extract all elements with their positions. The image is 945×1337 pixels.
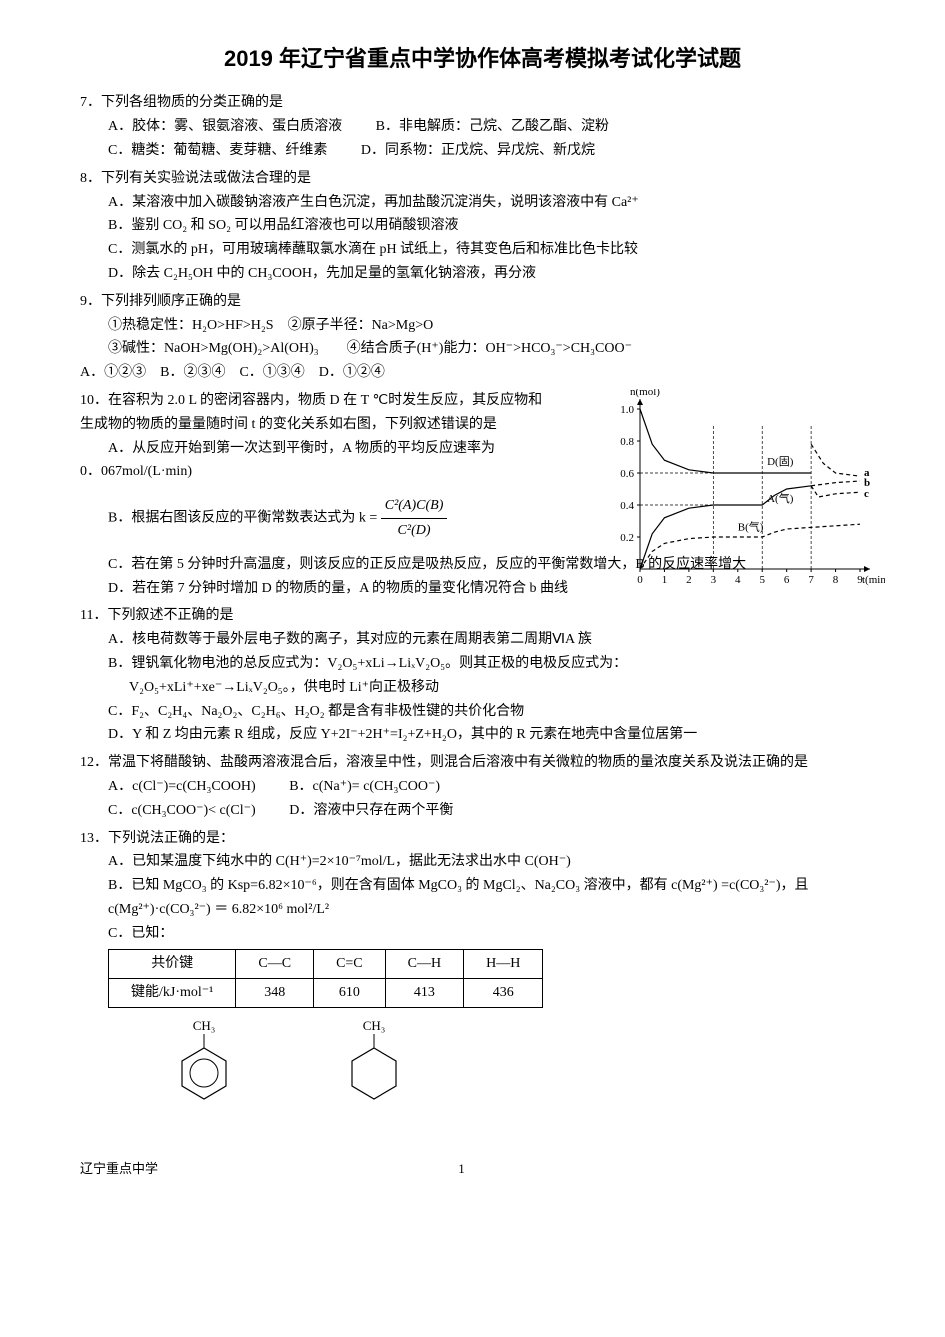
svg-text:0.2: 0.2 <box>620 532 634 544</box>
td-4: 436 <box>464 979 543 1008</box>
question-8: 8．下列有关实验说法或做法合理的是 A．某溶液中加入碳酸钠溶液产生白色沉淀，再加… <box>80 167 885 286</box>
question-9: 9．下列排列顺序正确的是 ①热稳定性：H₂O>HF>H₂S ②原子半径：Na>M… <box>80 290 885 385</box>
svg-text:c: c <box>864 488 869 500</box>
q12-opt-a: A．c(Cl⁻)=c(CH₃COOH) <box>108 775 256 799</box>
q10-stem: 10．在容积为 2.0 L 的密闭容器内，物质 D 在 T ℃时发生反应，其反应… <box>80 389 547 437</box>
page-footer: 辽宁重点中学 1 <box>80 1158 885 1180</box>
svg-text:0.6: 0.6 <box>620 468 634 480</box>
structure-diagrams: CH₃ CH₃ <box>80 1018 885 1118</box>
th-0: 共价键 <box>109 950 236 979</box>
q12-stem: 12．常温下将醋酸钠、盐酸两溶液混合后，溶液呈中性，则混合后溶液中有关微粒的物质… <box>80 751 885 775</box>
q13-opt-c-label: C．已知： <box>80 922 885 946</box>
q9-line2: ③碱性：NaOH>Mg(OH)₂>Al(OH)₃ ④结合质子(H⁺)能力：OH⁻… <box>80 337 885 361</box>
svg-text:1: 1 <box>662 574 668 586</box>
frac-num: C²(A)C(B) <box>381 494 448 519</box>
question-12: 12．常温下将醋酸钠、盐酸两溶液混合后，溶液呈中性，则混合后溶液中有关微粒的物质… <box>80 751 885 822</box>
page-number: 1 <box>458 1158 465 1180</box>
toluene-benzene-icon: CH₃ <box>164 1018 244 1118</box>
q8-opt-b: B．鉴别 CO₂ 和 SO₂ 可以用品红溶液也可以用硝酸钡溶液 <box>80 214 885 238</box>
svg-text:2: 2 <box>686 574 692 586</box>
svg-text:t(min): t(min) <box>862 574 885 586</box>
q12-opt-b: B．c(Na⁺)= c(CH₃COO⁻) <box>289 775 440 799</box>
svg-text:A(气): A(气) <box>767 491 794 505</box>
q11-stem: 11．下列叙述不正确的是 <box>80 604 885 628</box>
exam-title: 2019 年辽宁省重点中学协作体高考模拟考试化学试题 <box>80 40 885 77</box>
q10-opt-a-pre: A．从反应开始到第一次达到平衡时，A 物质的平均反应速率为 <box>80 437 547 461</box>
q11-opt-b2: V₂O₅+xLi⁺+xe⁻→LiₓV₂O₅。，供电时 Li⁺向正极移动 <box>80 676 885 700</box>
svg-text:4: 4 <box>735 574 741 586</box>
th-2: C=C <box>314 950 386 979</box>
question-7: 7．下列各组物质的分类正确的是 A．胶体：雾、银氨溶液、蛋白质溶液 B．非电解质… <box>80 91 885 162</box>
q10-opt-b: B．根据右图该反应的平衡常数表达式为 k = C²(A)C(B) C²(D) <box>80 494 547 543</box>
q9-line1: ①热稳定性：H₂O>HF>H₂S ②原子半径：Na>Mg>O <box>80 314 885 338</box>
question-11: 11．下列叙述不正确的是 A．核电荷数等于最外层电子数的离子，其对应的元素在周期… <box>80 604 885 747</box>
svg-text:5: 5 <box>759 574 765 586</box>
q7-opt-a: A．胶体：雾、银氨溶液、蛋白质溶液 <box>108 115 342 139</box>
q10-chart: 0.20.40.60.81.00123456789n(mol)t(min)D(固… <box>605 389 885 599</box>
svg-text:0.8: 0.8 <box>620 436 634 448</box>
svg-text:7: 7 <box>808 574 814 586</box>
bond-energy-table: 共价键 C—C C=C C—H H—H 键能/kJ·mol⁻¹ 348 610 … <box>108 949 543 1008</box>
q13-stem: 13．下列说法正确的是： <box>80 827 885 851</box>
q13-opt-b: B．已知 MgCO₃ 的 Ksp=6.82×10⁻⁶，则在含有固体 MgCO₃ … <box>80 874 885 922</box>
ch3-label-left: CH₃ <box>193 1018 216 1033</box>
q13-opt-a: A．已知某温度下纯水中的 C(H⁺)=2×10⁻⁷mol/L，据此无法求出水中 … <box>80 850 885 874</box>
q11-opt-a: A．核电荷数等于最外层电子数的离子，其对应的元素在周期表第二周期ⅥA 族 <box>80 628 885 652</box>
methylcyclohexane-icon: CH₃ <box>334 1018 414 1118</box>
q11-opt-c: C．F₂、C₂H₄、Na₂O₂、C₂H₆、H₂O₂ 都是含有非极性键的共价化合物 <box>80 700 885 724</box>
svg-text:B(气): B(气) <box>738 520 764 534</box>
svg-text:n(mol): n(mol) <box>630 389 660 398</box>
q9-stem: 9．下列排列顺序正确的是 <box>80 290 885 314</box>
q8-stem: 8．下列有关实验说法或做法合理的是 <box>80 167 885 191</box>
ch3-label-right: CH₃ <box>363 1018 386 1033</box>
th-4: H—H <box>464 950 543 979</box>
q11-opt-b1: B．锂钒氧化物电池的总反应式为：V₂O₅+xLi→LiₓV₂O₅。则其正极的电极… <box>80 652 885 676</box>
td-2: 610 <box>314 979 386 1008</box>
q9-opts: A．①②③ B．②③④ C．①③④ D．①②④ <box>80 361 885 385</box>
q7-opt-c: C．糖类：葡萄糖、麦芽糖、纤维素 <box>108 139 327 163</box>
svg-text:8: 8 <box>833 574 839 586</box>
svg-text:1.0: 1.0 <box>620 404 634 416</box>
q8-opt-d: D．除去 C₂H₅OH 中的 CH₃COOH，先加足量的氢氧化钠溶液，再分液 <box>80 262 885 286</box>
q12-opt-c: C．c(CH₃COO⁻)< c(Cl⁻) <box>108 799 256 823</box>
svg-text:0: 0 <box>637 574 643 586</box>
question-13: 13．下列说法正确的是： A．已知某温度下纯水中的 C(H⁺)=2×10⁻⁷mo… <box>80 827 885 1119</box>
q10-b-text: B．根据右图该反应的平衡常数表达式为 k = <box>108 511 377 526</box>
q7-stem: 7．下列各组物质的分类正确的是 <box>80 91 885 115</box>
q12-opt-d: D．溶液中只存在两个平衡 <box>289 799 453 823</box>
q8-opt-a: A．某溶液中加入碳酸钠溶液产生白色沉淀，再加盐酸沉淀消失，说明该溶液中有 Ca²… <box>80 191 885 215</box>
question-10: 10．在容积为 2.0 L 的密闭容器内，物质 D 在 T ℃时发生反应，其反应… <box>80 389 885 600</box>
table-header-row: 共价键 C—C C=C C—H H—H <box>109 950 543 979</box>
svg-text:D(固): D(固) <box>767 455 794 468</box>
footer-left: 辽宁重点中学 <box>80 1158 158 1180</box>
q8-opt-c: C．测氯水的 pH，可用玻璃棒蘸取氯水滴在 pH 试纸上，待其变色后和标准比色卡… <box>80 238 885 262</box>
th-1: C—C <box>236 950 314 979</box>
q11-opt-d: D．Y 和 Z 均由元素 R 组成，反应 Y+2I⁻+2H⁺=I₂+Z+H₂O，… <box>80 723 885 747</box>
svg-text:3: 3 <box>711 574 717 586</box>
svg-text:0.4: 0.4 <box>620 500 634 512</box>
q7-opt-d: D．同系物：正戊烷、异戊烷、新戊烷 <box>361 139 595 163</box>
table-row: 键能/kJ·mol⁻¹ 348 610 413 436 <box>109 979 543 1008</box>
q7-opt-b: B．非电解质：己烷、乙酸乙酯、淀粉 <box>376 115 609 139</box>
td-1: 348 <box>236 979 314 1008</box>
svg-text:b: b <box>864 477 870 489</box>
th-3: C—H <box>385 950 463 979</box>
q10-b-fraction: C²(A)C(B) C²(D) <box>381 494 448 543</box>
frac-den: C²(D) <box>381 519 448 543</box>
td-0: 键能/kJ·mol⁻¹ <box>109 979 236 1008</box>
svg-text:6: 6 <box>784 574 790 586</box>
td-3: 413 <box>385 979 463 1008</box>
